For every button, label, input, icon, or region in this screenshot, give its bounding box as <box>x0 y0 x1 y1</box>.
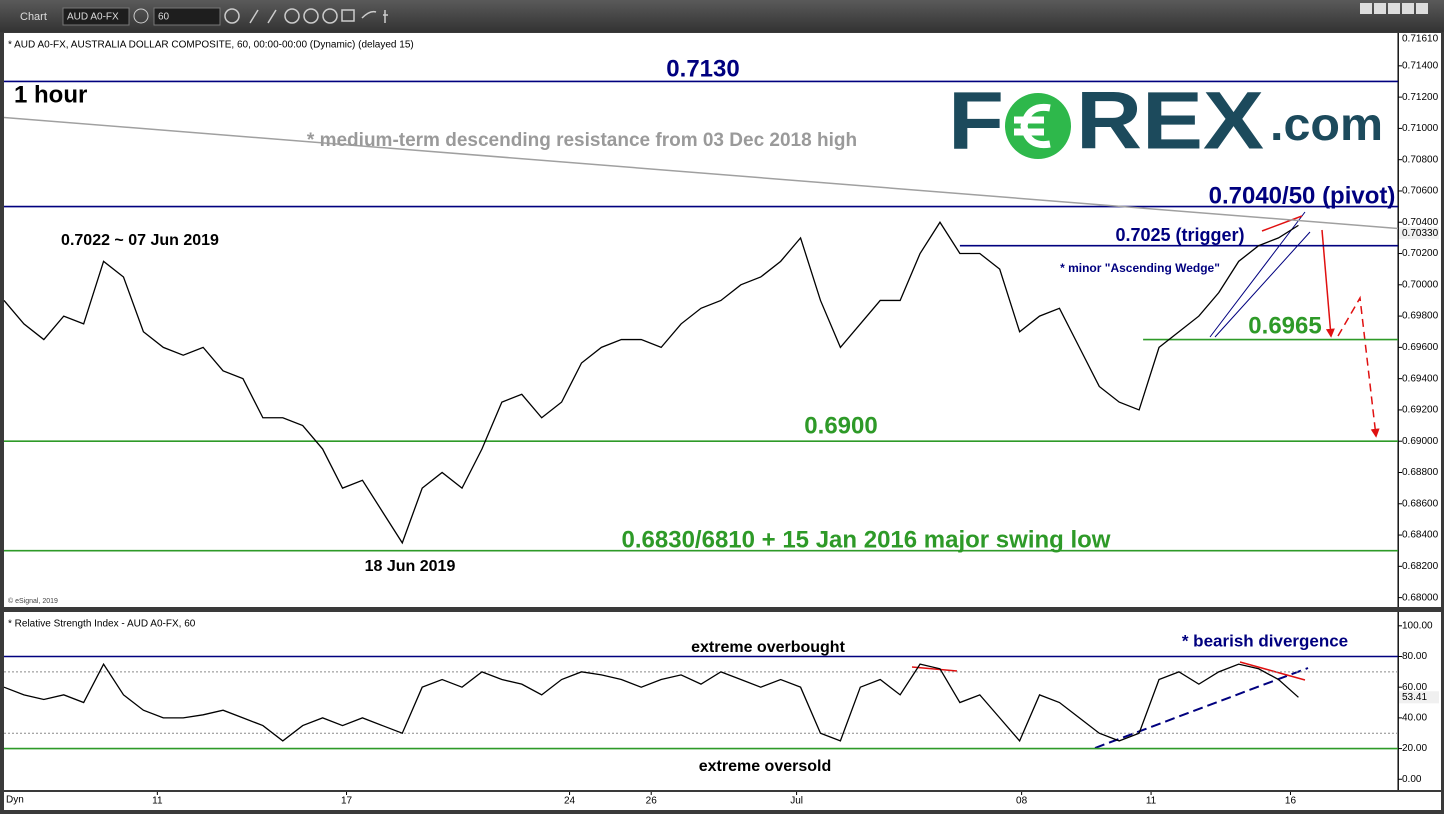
interval-box[interactable] <box>153 7 221 26</box>
y-tick-label: 40.00 <box>1402 713 1427 724</box>
rsi-panel <box>4 612 1398 790</box>
y-tick-label: 0.00 <box>1402 774 1422 785</box>
drawing-tools <box>911 211 1380 749</box>
y-tick-label: 20.00 <box>1402 743 1427 754</box>
y-tick-label: 0.70200 <box>1402 248 1439 259</box>
interval-icon[interactable] <box>133 8 149 24</box>
x-tick-label: 26 <box>646 796 658 807</box>
price-axis-panel <box>1399 33 1441 607</box>
annotation: * bearish divergence <box>1182 631 1348 650</box>
y-tick-label: 80.00 <box>1402 651 1427 662</box>
level-label: 0.7130 <box>666 55 739 82</box>
toolbar <box>0 0 1444 32</box>
y-tick-label: 0.68000 <box>1402 592 1439 603</box>
price-line <box>3 221 1299 545</box>
last-value-box <box>1399 691 1439 704</box>
price-line <box>3 662 1299 743</box>
level-label: 0.6900 <box>804 412 877 439</box>
corner-label: Dyn <box>6 795 24 806</box>
timeframe: 1 hour <box>14 81 87 108</box>
annotation: 0.7022 ~ 07 Jun 2019 <box>61 232 219 249</box>
x-tick-label: 16 <box>1285 796 1297 807</box>
time-axis-panel <box>4 792 1441 810</box>
x-tick-label: 08 <box>1016 796 1028 807</box>
y-tick-label: 0.70800 <box>1402 154 1439 165</box>
interval[interactable]: 60 <box>158 12 170 23</box>
logo-right: REX <box>1076 76 1264 167</box>
trend-line <box>3 116 1399 230</box>
watermark: © eSignal, 2019 <box>8 597 58 605</box>
y-tick-label: 0.71200 <box>1402 92 1439 103</box>
last-value: 0.70330 <box>1402 228 1439 239</box>
symbol[interactable]: AUD A0-FX <box>67 12 119 23</box>
app-label: Chart <box>20 11 47 23</box>
level-label: extreme oversold <box>699 758 832 775</box>
level-label: 0.6965 <box>1248 312 1321 339</box>
y-tick-label: 0.70600 <box>1402 186 1439 197</box>
logo-left: F <box>948 76 1004 167</box>
last-value: 53.41 <box>1402 692 1427 703</box>
y-tick-label: 0.70000 <box>1402 279 1439 290</box>
logo: F REX .com <box>944 76 1386 167</box>
y-tick-label: 0.69600 <box>1402 342 1439 353</box>
y-tick-label: 0.68200 <box>1402 561 1439 572</box>
panel-title: * AUD A0-FX, AUSTRALIA DOLLAR COMPOSITE,… <box>8 40 414 51</box>
logo-suffix: .com <box>1270 98 1383 150</box>
y-tick-label: 60.00 <box>1402 682 1427 693</box>
y-tick-label: 0.68800 <box>1402 467 1439 478</box>
x-tick-label: 17 <box>341 796 353 807</box>
top-value: 0.71610 <box>1402 34 1439 45</box>
window-buttons[interactable] <box>1360 3 1428 14</box>
level-label: 0.7040/50 (pivot) <box>1209 182 1396 209</box>
panel-1: * Relative Strength Index - AUD A0-FX, 6… <box>3 612 1439 807</box>
x-tick-label: 11 <box>152 796 163 807</box>
last-value-box <box>1399 227 1439 240</box>
symbol-box[interactable] <box>62 7 130 26</box>
panel-title: * Relative Strength Index - AUD A0-FX, 6… <box>8 619 196 630</box>
annotation: * medium-term descending resistance from… <box>307 130 857 151</box>
annotation: * minor "Ascending Wedge" <box>1060 261 1220 275</box>
y-tick-label: 0.70400 <box>1402 217 1439 228</box>
y-tick-label: 0.68400 <box>1402 530 1439 541</box>
y-tick-label: 0.71000 <box>1402 123 1439 134</box>
y-tick-label: 0.69200 <box>1402 405 1439 416</box>
annotation: 18 Jun 2019 <box>365 558 456 575</box>
level-label: extreme overbought <box>691 639 845 656</box>
x-tick-label: Jul <box>790 796 803 807</box>
level-label: 0.6830/6810 + 15 Jan 2016 major swing lo… <box>622 526 1111 553</box>
x-tick-label: 11 <box>1146 796 1157 807</box>
y-tick-label: 0.71400 <box>1402 60 1439 71</box>
level-label: 0.7025 (trigger) <box>1115 225 1244 245</box>
panel-0: * AUD A0-FX, AUSTRALIA DOLLAR COMPOSITE,… <box>3 33 1439 607</box>
y-tick-label: 100.00 <box>1402 620 1433 631</box>
y-tick-label: 0.69800 <box>1402 311 1439 322</box>
y-tick-label: 0.68600 <box>1402 498 1439 509</box>
y-tick-label: 0.69400 <box>1402 373 1439 384</box>
toolbar-icons[interactable] <box>224 8 388 24</box>
x-tick-label: 24 <box>564 796 576 807</box>
y-tick-label: 0.69000 <box>1402 436 1439 447</box>
